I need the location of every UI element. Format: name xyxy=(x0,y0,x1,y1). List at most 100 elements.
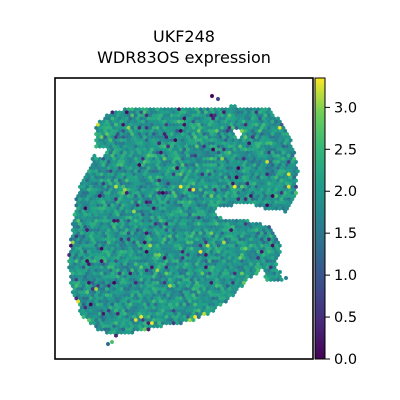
expression-spot xyxy=(229,122,234,127)
expression-spot xyxy=(265,190,270,196)
expression-spot xyxy=(274,138,279,143)
expression-spot xyxy=(72,262,77,267)
expression-spot xyxy=(88,221,93,227)
expression-spot xyxy=(184,113,189,118)
expression-spot xyxy=(236,184,241,189)
expression-spot xyxy=(195,206,199,211)
expression-spot xyxy=(245,224,250,230)
expression-spot xyxy=(110,259,115,264)
expression-spot xyxy=(229,178,234,183)
expression-spot xyxy=(121,153,126,158)
expression-spot xyxy=(213,262,217,267)
expression-spot xyxy=(274,268,279,273)
expression-spot xyxy=(148,243,153,248)
expression-spot xyxy=(166,206,171,211)
expression-spot xyxy=(70,290,75,295)
expression-spot xyxy=(101,119,106,124)
expression-spot xyxy=(263,193,268,199)
expression-spot xyxy=(135,314,140,320)
expression-spot xyxy=(90,286,95,292)
expression-spot xyxy=(76,200,81,205)
expression-spot xyxy=(294,166,298,171)
expression-spot xyxy=(274,131,279,137)
expression-spot xyxy=(94,305,99,310)
expression-spot xyxy=(222,240,226,245)
expression-spot xyxy=(243,128,248,134)
expression-spot xyxy=(290,147,295,152)
expression-spot xyxy=(79,231,84,236)
expression-spot xyxy=(130,262,135,267)
expression-spot xyxy=(150,172,154,177)
expression-spot xyxy=(103,252,108,258)
expression-spot xyxy=(213,181,217,186)
expression-spot xyxy=(88,277,93,282)
expression-spot xyxy=(119,131,124,137)
expression-spot xyxy=(90,187,95,193)
expression-spot xyxy=(223,262,228,267)
expression-spot xyxy=(285,181,289,186)
expression-spot xyxy=(128,327,133,332)
expression-spot xyxy=(216,193,221,199)
expression-spot xyxy=(166,113,171,118)
expression-spot xyxy=(153,234,158,239)
expression-spot xyxy=(133,255,138,261)
expression-spot xyxy=(198,268,203,273)
expression-spot xyxy=(153,122,158,127)
expression-spot xyxy=(195,243,199,248)
expression-spot xyxy=(177,249,181,255)
expression-spot xyxy=(222,234,226,239)
expression-spot xyxy=(164,147,169,152)
expression-spot xyxy=(160,135,165,140)
expression-spot xyxy=(207,159,212,165)
expression-spot xyxy=(175,308,180,313)
expression-spot xyxy=(272,277,277,282)
expression-spot xyxy=(234,224,239,230)
expression-spot xyxy=(276,246,280,251)
expression-spot xyxy=(137,206,142,211)
expression-spot xyxy=(141,311,145,317)
expression-spot xyxy=(211,116,216,121)
expression-spot xyxy=(128,228,133,233)
expression-spot xyxy=(180,187,185,193)
expression-spot xyxy=(99,265,104,270)
expression-spot xyxy=(146,308,151,313)
expression-spot xyxy=(133,200,138,205)
expression-spot xyxy=(153,296,158,301)
expression-spot xyxy=(166,317,171,323)
expression-spot xyxy=(193,197,198,202)
expression-spot xyxy=(115,169,120,174)
expression-spot xyxy=(211,122,216,127)
expression-spot xyxy=(241,169,246,174)
expression-spot xyxy=(117,215,122,220)
expression-spot xyxy=(263,200,268,205)
expression-spot xyxy=(205,255,210,261)
expression-spot xyxy=(79,200,84,205)
expression-spot xyxy=(81,209,86,214)
expression-spot xyxy=(175,110,180,115)
expression-spot xyxy=(117,190,122,196)
expression-spot xyxy=(105,255,109,261)
expression-spot xyxy=(123,330,127,335)
expression-spot xyxy=(236,271,241,276)
expression-spot xyxy=(88,190,93,196)
expression-spot xyxy=(151,138,156,143)
expression-spot xyxy=(130,286,135,292)
expression-spot xyxy=(146,110,151,115)
expression-spot xyxy=(189,296,194,301)
expression-spot xyxy=(85,277,90,282)
expression-spot xyxy=(164,240,169,245)
expression-spot xyxy=(195,175,199,180)
expression-spot xyxy=(216,231,221,236)
expression-spot xyxy=(259,107,264,112)
expression-spot xyxy=(195,169,199,174)
expression-spot xyxy=(240,228,244,233)
expression-spot xyxy=(186,290,190,295)
expression-spot xyxy=(200,141,205,146)
expression-spot xyxy=(177,144,181,149)
expression-spot xyxy=(83,200,88,205)
expression-spot xyxy=(115,249,120,255)
expression-spot xyxy=(258,265,262,270)
expression-spot xyxy=(87,237,91,242)
expression-spot xyxy=(83,224,88,230)
expression-spot xyxy=(121,321,126,326)
